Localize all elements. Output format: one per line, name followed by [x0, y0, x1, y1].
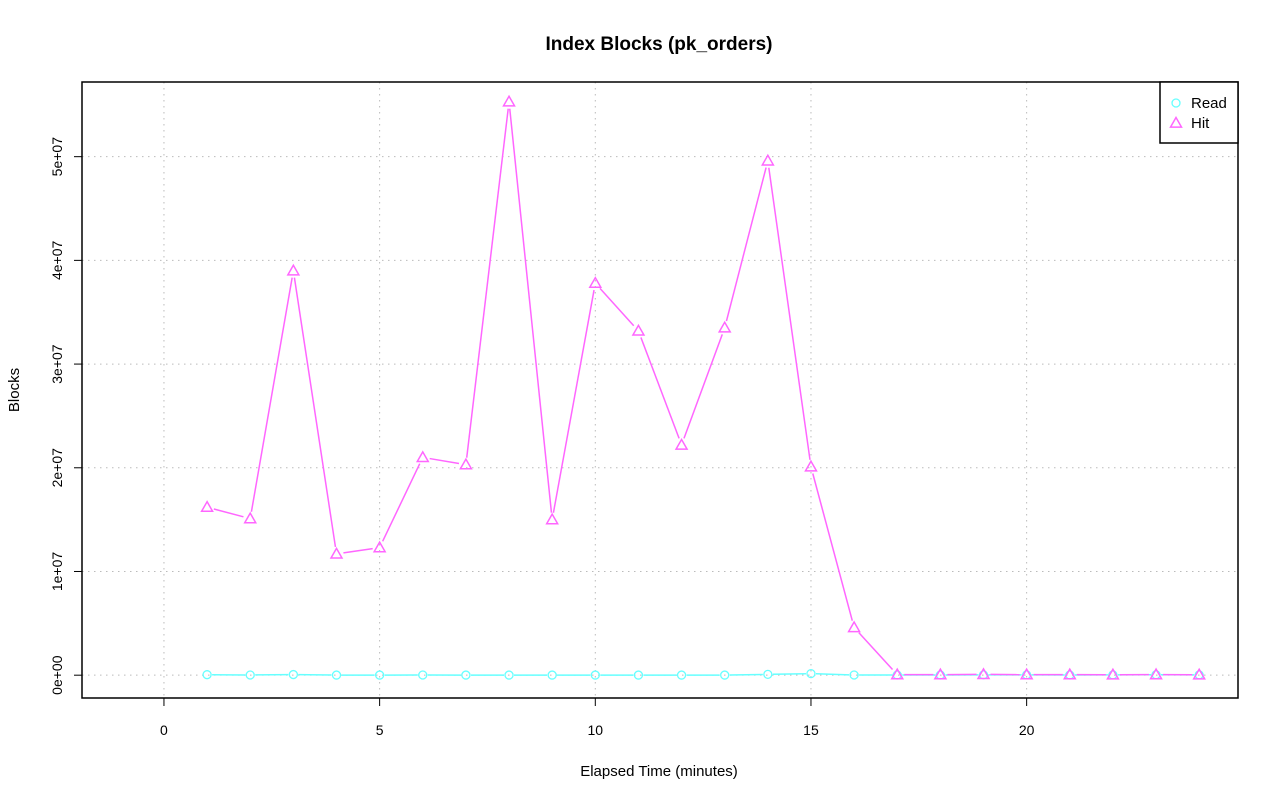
data-point: [547, 670, 557, 680]
series-segment: [381, 463, 421, 542]
data-point: [202, 670, 212, 680]
data-point: [545, 512, 559, 525]
data-point: [804, 459, 818, 472]
series-segment: [599, 287, 635, 327]
series-segment: [509, 108, 553, 513]
data-point: [459, 457, 473, 470]
series-segment: [812, 473, 854, 621]
y-tick-label: 2e+07: [49, 448, 65, 488]
y-tick-label: 4e+07: [49, 241, 65, 281]
x-tick-label: 10: [588, 722, 604, 738]
data-point: [331, 670, 342, 680]
data-point: [590, 670, 600, 680]
y-tick-label: 0e+00: [49, 655, 65, 695]
data-point: [1062, 667, 1077, 680]
data-point: [418, 670, 428, 680]
data-point: [288, 669, 299, 680]
series-segment: [640, 337, 680, 439]
data-point: [633, 670, 644, 680]
x-tick-label: 5: [376, 722, 384, 738]
series-segment: [772, 672, 806, 676]
data-point: [1106, 667, 1120, 680]
data-point: [243, 511, 258, 524]
data-point: [933, 667, 948, 680]
series-segment: [768, 167, 811, 460]
series-segment: [858, 632, 894, 671]
data-point: [890, 667, 905, 680]
data-point: [502, 94, 516, 107]
series-layer: [200, 94, 1206, 680]
data-point: [847, 620, 861, 633]
y-axis-label: Blocks: [6, 368, 23, 412]
data-point: [761, 153, 775, 166]
series-segment: [552, 289, 595, 513]
y-tick-label: 1e+07: [49, 552, 65, 592]
series-segment: [250, 277, 293, 512]
series-segment: [465, 108, 509, 458]
data-point: [849, 670, 859, 680]
data-point: [1149, 667, 1163, 680]
data-point: [200, 500, 214, 513]
series-segment: [429, 457, 460, 465]
data-point: [806, 668, 816, 679]
data-point: [976, 667, 991, 680]
legend: Read Hit: [1159, 81, 1239, 144]
x-axis: 0 5 10 15 20: [160, 697, 1035, 738]
series-hit: [200, 94, 1206, 680]
x-tick-label: 15: [803, 722, 819, 738]
data-point: [717, 320, 732, 333]
legend-label: Hit: [1191, 115, 1210, 132]
y-tick-label: 3e+07: [49, 344, 65, 384]
data-point: [1019, 667, 1034, 680]
chart-title: Index Blocks (pk_orders): [545, 34, 772, 55]
data-point: [1192, 667, 1206, 680]
y-tick-label: 5e+07: [49, 137, 65, 177]
data-point: [588, 276, 603, 289]
series-segment: [293, 277, 337, 548]
data-point: [245, 670, 255, 680]
series-segment: [343, 547, 373, 554]
data-point: [415, 450, 430, 463]
data-point: [631, 323, 646, 336]
series-segment: [213, 508, 244, 518]
y-axis: 0e+00 1e+07 2e+07 3e+07 4e+07 5e+07: [49, 137, 83, 695]
x-tick-label: 0: [160, 722, 168, 738]
data-point: [372, 540, 387, 553]
legend-box: [1159, 81, 1239, 144]
legend-label: Read: [1191, 95, 1227, 112]
series-segment: [683, 334, 723, 439]
data-point: [329, 546, 344, 559]
data-point: [763, 669, 773, 680]
data-point: [676, 670, 687, 680]
legend-marker-hit: [1169, 115, 1183, 128]
series-segment: [729, 673, 763, 676]
data-point: [374, 670, 385, 680]
legend-marker-read: [1171, 98, 1181, 108]
x-tick-label: 20: [1019, 722, 1035, 738]
series-segment: [725, 167, 767, 322]
data-point: [674, 437, 689, 450]
data-point: [286, 263, 301, 276]
data-point: [504, 670, 514, 680]
x-axis-label: Elapsed Time (minutes): [580, 763, 738, 780]
data-point: [720, 670, 730, 680]
data-point: [461, 670, 471, 680]
series-segment: [815, 673, 850, 676]
